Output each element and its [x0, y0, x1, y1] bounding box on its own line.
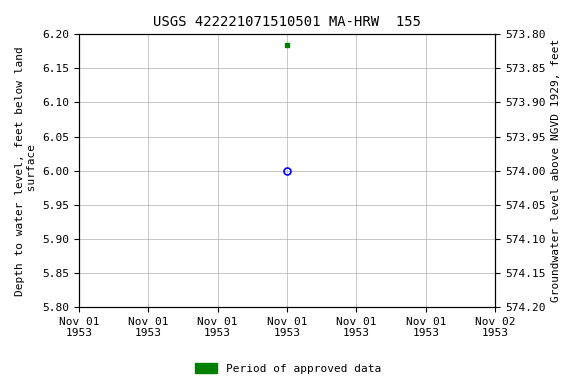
Legend: Period of approved data: Period of approved data: [191, 359, 385, 379]
Y-axis label: Groundwater level above NGVD 1929, feet: Groundwater level above NGVD 1929, feet: [551, 39, 561, 302]
Title: USGS 422221071510501 MA-HRW  155: USGS 422221071510501 MA-HRW 155: [153, 15, 421, 29]
Y-axis label: Depth to water level, feet below land
 surface: Depth to water level, feet below land su…: [15, 46, 37, 296]
